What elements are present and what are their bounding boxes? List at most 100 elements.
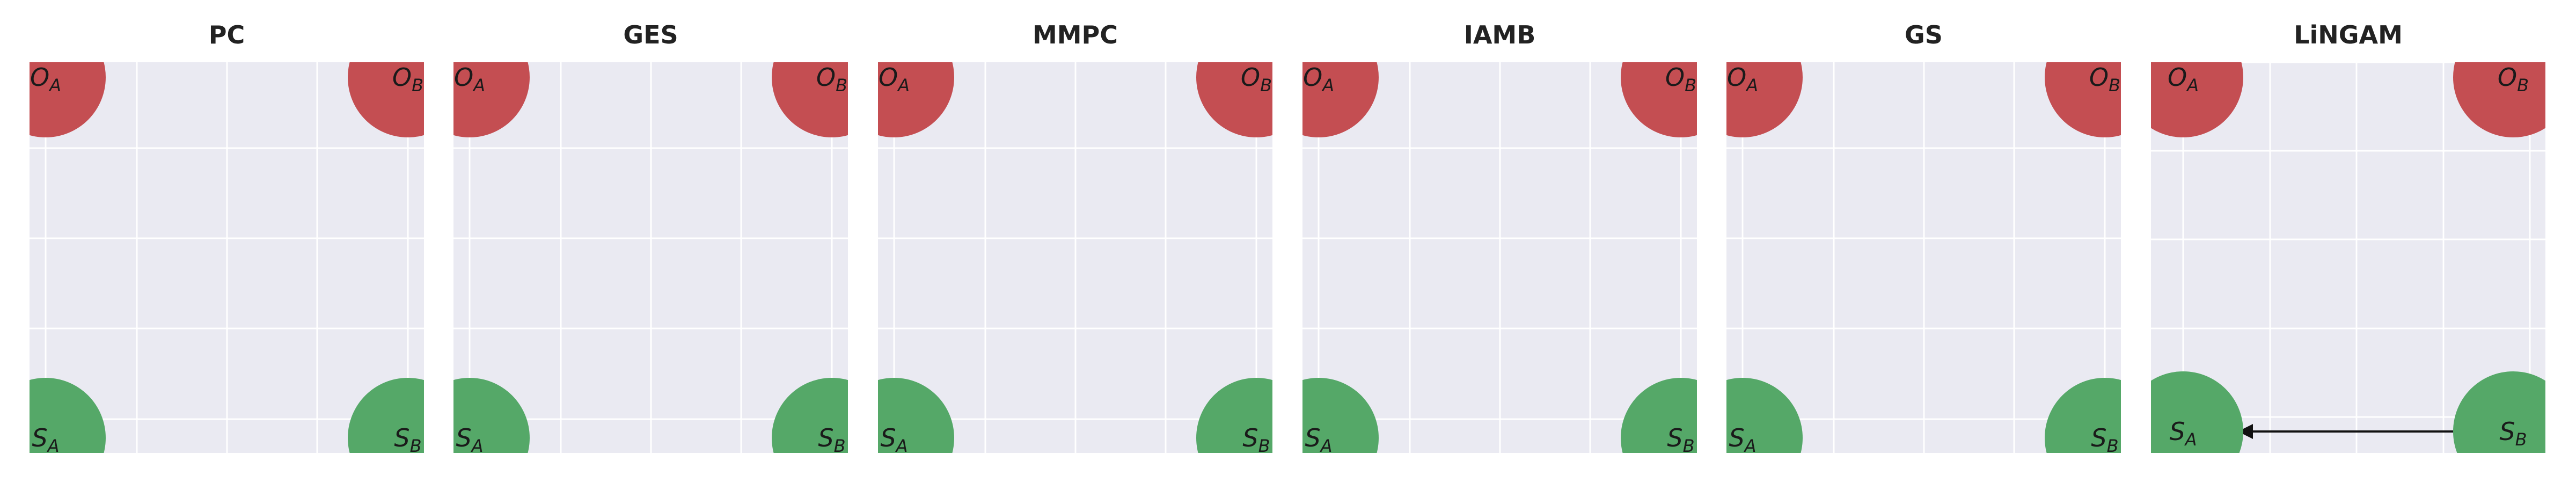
panel-title: LiNGAM	[2294, 20, 2403, 49]
node-s-a: SA	[1302, 378, 1379, 453]
node-letter: S	[818, 423, 833, 452]
node-circle	[2453, 62, 2545, 137]
node-letter: O	[1303, 63, 1322, 92]
node-s-b: SB	[2045, 378, 2121, 453]
node-subscript: B	[836, 75, 847, 96]
panel-title: IAMB	[1463, 20, 1536, 49]
node-circle	[2151, 62, 2243, 137]
node-o-b: OB	[772, 62, 848, 137]
node-s-a: SA	[1726, 378, 1803, 453]
node-s-a: SA	[30, 378, 106, 453]
node-circle	[1196, 62, 1272, 137]
node-subscript: A	[1321, 75, 1334, 96]
node-label: OB	[1241, 63, 1272, 96]
node-circle	[30, 378, 106, 453]
panel-pc: PC OA OB SA SB	[30, 0, 424, 483]
node-letter: S	[2499, 417, 2515, 446]
node-label: SA	[32, 423, 59, 453]
panel-lingam: LiNGAM OA OB SA SB	[2151, 0, 2545, 483]
node-label: OA	[1727, 63, 1758, 96]
node-subscript: A	[48, 75, 61, 96]
node-circle	[1302, 378, 1379, 453]
node-letter: O	[30, 63, 49, 92]
node-circle	[1621, 378, 1697, 453]
panel-ges: GES OA OB SA SB	[453, 0, 848, 483]
node-subscript: B	[1260, 75, 1272, 96]
node-letter: O	[392, 63, 412, 92]
node-subscript: B	[1685, 75, 1696, 96]
node-letter: O	[454, 63, 473, 92]
node-s-b: SB	[2453, 371, 2545, 453]
node-label: SA	[456, 423, 483, 453]
node-label: OA	[30, 63, 61, 96]
node-label: OA	[879, 63, 910, 96]
node-circle	[2045, 62, 2121, 137]
node-subscript: B	[2109, 75, 2120, 96]
node-subscript: B	[410, 436, 422, 453]
node-circle	[2045, 378, 2121, 453]
panel-iamb: IAMB OA OB SA SB	[1302, 0, 1697, 483]
node-s-b: SB	[1196, 378, 1272, 453]
node-label: SA	[880, 423, 908, 453]
graph-plot-area: OA OB SA SB	[1726, 62, 2121, 453]
node-o-a: OA	[1726, 62, 1803, 137]
node-letter: O	[2498, 63, 2517, 92]
node-circle	[30, 62, 106, 137]
node-subscript: A	[2184, 429, 2197, 450]
node-letter: O	[2168, 63, 2187, 92]
node-letter: S	[1729, 423, 1744, 452]
node-subscript: A	[47, 436, 60, 453]
node-o-a: OA	[30, 62, 106, 137]
node-subscript: A	[895, 436, 908, 453]
node-letter: O	[1241, 63, 1260, 92]
node-subscript: B	[2515, 429, 2527, 450]
node-circle	[1726, 378, 1803, 453]
node-letter: S	[456, 423, 471, 452]
node-o-b: OB	[2045, 62, 2121, 137]
node-o-a: OA	[1302, 62, 1379, 137]
node-circle	[1302, 62, 1379, 137]
node-letter: S	[880, 423, 896, 452]
node-o-a: OA	[878, 62, 954, 137]
graph-plot-area: OA OB SA SB	[453, 62, 848, 453]
node-label: SB	[1242, 423, 1270, 453]
node-letter: S	[32, 423, 47, 452]
node-s-a: SA	[878, 378, 954, 453]
graph-plot-area: OA OB SA SB	[1302, 62, 1697, 453]
node-label: SB	[394, 423, 421, 453]
node-letter: S	[2169, 417, 2185, 446]
node-subscript: A	[2186, 75, 2199, 96]
node-circle	[772, 62, 848, 137]
node-o-b: OB	[1196, 62, 1272, 137]
node-o-b: OB	[2453, 62, 2545, 137]
node-subscript: B	[834, 436, 846, 453]
node-label: OB	[1665, 63, 1696, 96]
node-letter: S	[1667, 423, 1682, 452]
node-circle	[453, 378, 530, 453]
node-circle	[453, 62, 530, 137]
node-label: OB	[2498, 63, 2529, 96]
node-letter: O	[879, 63, 898, 92]
node-s-b: SB	[1621, 378, 1697, 453]
node-letter: O	[1665, 63, 1685, 92]
node-o-b: OB	[1621, 62, 1697, 137]
node-subscript: B	[1683, 436, 1695, 453]
node-o-b: OB	[348, 62, 424, 137]
node-subscript: A	[1745, 75, 1758, 96]
node-subscript: B	[412, 75, 423, 96]
node-label: SB	[818, 423, 845, 453]
node-letter: S	[2091, 423, 2106, 452]
node-label: OA	[454, 63, 485, 96]
node-label: SA	[1305, 423, 1332, 453]
node-letter: O	[2089, 63, 2109, 92]
node-letter: O	[816, 63, 836, 92]
node-label: SB	[1667, 423, 1694, 453]
node-subscript: A	[1320, 436, 1333, 453]
